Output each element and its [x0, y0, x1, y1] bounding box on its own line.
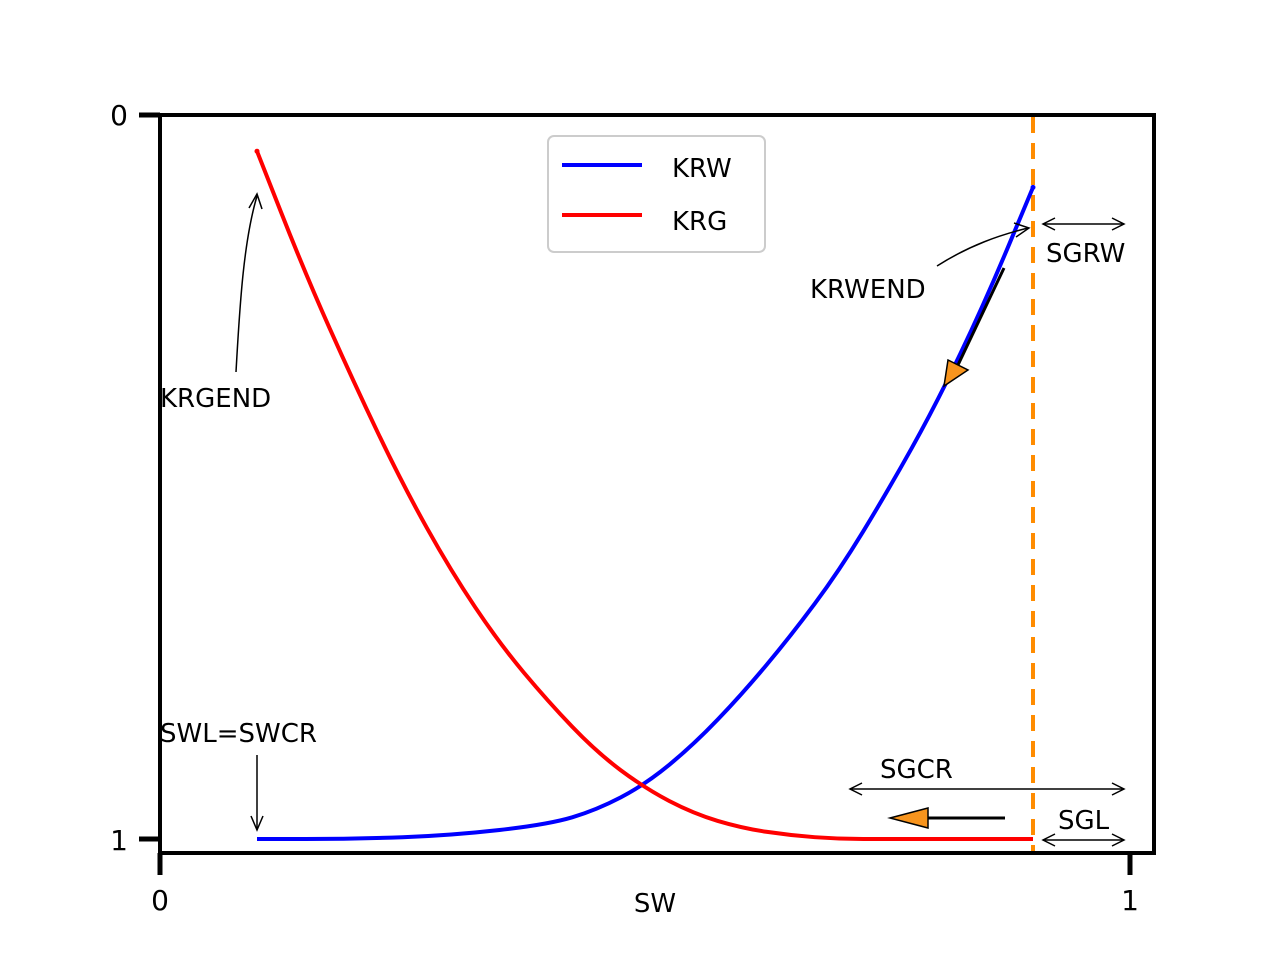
swl-arrowhead [250, 815, 264, 832]
krwend-point [1030, 184, 1036, 190]
krgend-arrowhead [248, 192, 263, 210]
sgrw-arrowhead-right [1111, 217, 1126, 231]
x-axis-label: SW [634, 889, 676, 919]
krwend-arrow [936, 227, 1029, 267]
sgl-arrowhead-left [1041, 833, 1056, 847]
krwend-orange-arrow-shaft [956, 267, 1006, 366]
legend-label-krw: KRW [672, 154, 732, 184]
orange-arrows [887, 267, 1006, 829]
ytick-0-label: 1 [110, 824, 128, 857]
xtick-1-label: 1 [1121, 884, 1139, 917]
sgl-label: SGL [1058, 806, 1110, 836]
annotations [235, 192, 1126, 847]
krwend-arrowhead [1013, 222, 1031, 238]
krwend-label: KRWEND [810, 275, 926, 305]
plot-frame [158, 113, 1156, 855]
sgl-arrowhead-right [1111, 833, 1126, 847]
legend-box [547, 135, 766, 253]
xtick-0-label: 0 [151, 884, 169, 917]
swl-swcr-label: SWL=SWCR [160, 719, 317, 749]
krwend-orange-arrowhead [942, 358, 970, 388]
series-line-krg [255, 150, 1033, 841]
sgcr-label: SGCR [880, 755, 953, 785]
sgcr-arrowhead-left [848, 782, 863, 796]
krgend-label: KRGEND [160, 384, 271, 414]
legend: KRW KRG [547, 135, 766, 253]
sgcr-orange-arrowhead [887, 807, 929, 829]
krgend-arrow [235, 195, 258, 373]
krgend-point [254, 148, 260, 154]
sgrw-arrowhead-left [1041, 217, 1056, 231]
legend-label-krg: KRG [672, 207, 727, 237]
ytick-1-label: 0 [110, 99, 128, 132]
sgrw-label: SGRW [1046, 239, 1125, 269]
sgcr-arrowhead-right [1111, 782, 1126, 796]
